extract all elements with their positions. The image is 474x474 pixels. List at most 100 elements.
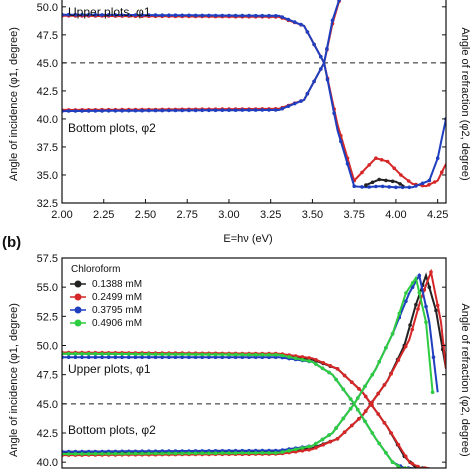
data-point (93, 452, 98, 456)
data-point (80, 109, 84, 113)
data-point (267, 353, 271, 357)
data-point (300, 355, 305, 359)
data-point (233, 352, 238, 357)
y-tick-label: 42.5 (37, 86, 58, 98)
data-point (356, 407, 360, 412)
data-point (435, 156, 440, 160)
data-point (147, 352, 151, 356)
data-point (247, 108, 251, 112)
data-point (86, 13, 91, 17)
y-tick-label: 45.0 (37, 58, 58, 70)
data-point (307, 444, 311, 449)
legend-marker (74, 280, 82, 288)
data-point (430, 390, 435, 395)
data-point (66, 452, 71, 456)
data-point (267, 108, 271, 112)
data-point (147, 451, 151, 456)
data-point (325, 77, 330, 82)
data-point (396, 358, 401, 362)
data-point (193, 352, 198, 357)
data-point (403, 454, 408, 459)
data-point (106, 355, 111, 360)
data-point (389, 431, 394, 435)
data-point (187, 355, 191, 360)
data-point (312, 42, 316, 47)
data-point (173, 451, 178, 456)
data-point (106, 352, 111, 356)
data-point (334, 377, 338, 382)
data-point (367, 163, 372, 167)
data-point (416, 464, 420, 468)
data-point (327, 433, 331, 437)
data-point (207, 451, 211, 456)
data-point (299, 99, 303, 103)
y-tick-label: 40.0 (37, 457, 58, 469)
data-point (253, 451, 258, 455)
data-point (357, 387, 361, 391)
data-point (280, 15, 285, 19)
data-point (370, 431, 375, 435)
x-tick-label: 4.25 (427, 209, 448, 221)
data-point (220, 451, 225, 455)
data-point (127, 451, 131, 456)
data-point (435, 303, 440, 308)
data-point (180, 355, 184, 360)
panel-b-y-axis-label-right: Angle of refraction (φ2, degree) (459, 303, 471, 456)
data-point (341, 387, 346, 392)
data-point (260, 352, 265, 357)
data-point (280, 450, 285, 454)
data-point (180, 451, 184, 456)
data-point (267, 451, 271, 455)
data-point (127, 352, 131, 356)
panel-b-legend: Chloroform 0.1388 mM 0.2499 mM 0.3795 mM 0.… (70, 264, 142, 329)
data-point (187, 352, 191, 357)
data-point (133, 451, 138, 456)
data-point (440, 170, 444, 174)
x-tick-label: 2.50 (135, 209, 156, 221)
x-tick-label: 2.00 (51, 209, 72, 221)
data-point (213, 352, 218, 357)
data-point (100, 13, 104, 17)
data-point (363, 384, 367, 389)
data-point (100, 355, 104, 360)
data-point (247, 355, 251, 360)
data-point (240, 355, 245, 360)
legend-marker (74, 306, 82, 314)
data-point (427, 285, 432, 290)
data-point (153, 355, 158, 360)
data-point (120, 109, 124, 113)
data-point (273, 108, 278, 112)
data-point (434, 308, 438, 313)
data-point (193, 355, 198, 360)
data-point (193, 451, 198, 456)
data-point (247, 13, 251, 18)
data-point (113, 352, 118, 356)
data-point (404, 299, 408, 304)
data-point (73, 452, 78, 456)
data-point (147, 355, 151, 360)
data-point (213, 355, 218, 360)
x-tick-label: 3.75 (343, 209, 364, 221)
data-point (220, 13, 225, 18)
data-point (273, 451, 278, 455)
data-point (73, 351, 78, 356)
data-point (321, 361, 326, 365)
data-point (120, 13, 124, 17)
data-point (220, 355, 225, 360)
y-tick-label: 57.5 (37, 253, 58, 265)
data-point (113, 451, 118, 456)
legend-title: Chloroform (71, 264, 120, 275)
data-point (328, 364, 333, 368)
data-point (367, 185, 372, 189)
data-point (286, 17, 291, 22)
data-point (280, 353, 285, 358)
data-point (370, 372, 375, 377)
data-point (314, 362, 318, 366)
data-point (342, 373, 347, 378)
data-point (240, 108, 245, 112)
data-point (420, 181, 425, 186)
data-point (334, 426, 338, 430)
data-point (153, 352, 158, 357)
panel-b-annotation-upper: Upper plots, φ1 (68, 362, 151, 376)
data-point (374, 184, 378, 189)
